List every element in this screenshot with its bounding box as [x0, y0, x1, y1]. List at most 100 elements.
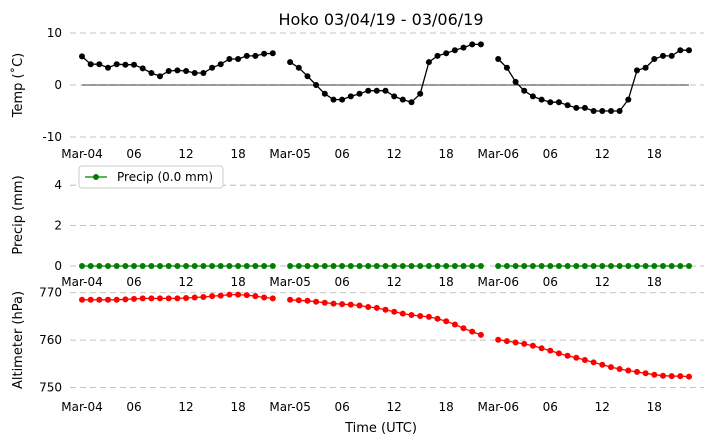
altimeter-data-point — [235, 291, 242, 298]
temp-data-point — [451, 47, 458, 54]
precip-data-point — [469, 263, 476, 269]
temp-data-point — [512, 78, 519, 85]
precip-data-point — [217, 263, 224, 269]
temp-data-point — [122, 61, 129, 68]
precip-data-point — [686, 263, 692, 269]
temp-data-point — [304, 73, 311, 80]
altimeter-x-tick-label: 06 — [543, 400, 558, 414]
altimeter-data-point — [191, 294, 198, 301]
precip-data-point — [529, 263, 536, 269]
precip-data-point — [590, 263, 597, 269]
temp-data-point — [382, 87, 389, 94]
temp-data-point — [243, 52, 250, 59]
precip-data-point — [174, 263, 181, 269]
precip-x-tick-label: Mar-05 — [269, 275, 310, 289]
precip-data-point — [495, 263, 502, 269]
altimeter-data-point — [165, 295, 172, 302]
altimeter-data-point — [339, 301, 346, 308]
temp-x-tick-label: Mar-05 — [269, 147, 310, 161]
temp-data-point — [573, 104, 580, 111]
precip-x-tick-label: 06 — [543, 275, 558, 289]
altimeter-data-point — [217, 292, 224, 299]
altimeter-data-point — [131, 295, 137, 302]
altimeter-panel: 750 760 770 Mar-04 06 12 18 Mar-05 06 12 18 Mar-06 0… — [39, 286, 704, 414]
legend-box — [78, 165, 224, 189]
temp-data-point — [148, 70, 155, 76]
altimeter-data-point — [642, 370, 649, 377]
temp-data-point — [321, 90, 328, 97]
precip-legend: Precip (0.0 mm) — [78, 165, 224, 189]
altimeter-x-tick-label: Mar-06 — [477, 400, 518, 414]
precip-data-point — [183, 263, 190, 269]
altimeter-data-point — [330, 300, 337, 307]
precip-data-point — [408, 263, 415, 269]
legend-marker — [93, 174, 99, 180]
altimeter-data-point — [408, 312, 415, 318]
altimeter-data-point — [547, 347, 554, 354]
precip-data-point — [608, 263, 614, 269]
altimeter-y-tick-label: 760 — [39, 333, 62, 347]
temp-x-tick-label: 12 — [595, 147, 610, 161]
altimeter-data-point — [538, 345, 545, 352]
altimeter-data-point — [105, 296, 111, 303]
temp-data-point — [460, 44, 467, 51]
temp-data-point — [590, 108, 597, 114]
altimeter-data-point — [581, 357, 588, 363]
altimeter-data-point — [183, 295, 190, 301]
temp-data-point — [339, 96, 346, 103]
altimeter-data-point — [495, 336, 502, 343]
precip-data-point — [200, 263, 207, 269]
temp-data-point — [660, 52, 666, 59]
temp-data-point — [313, 82, 320, 88]
altimeter-series-line — [290, 299, 482, 336]
precip-data-point — [425, 263, 432, 269]
precip-data-point — [443, 263, 450, 269]
altimeter-data-point — [113, 296, 120, 303]
altimeter-x-tick-label: Mar-04 — [61, 400, 102, 414]
precip-x-tick-label: 12 — [387, 275, 402, 289]
precip-data-point — [434, 263, 441, 269]
temp-data-point — [608, 108, 614, 114]
altimeter-x-tick-label: 12 — [178, 400, 193, 414]
precip-data-point — [313, 263, 320, 269]
precip-x-tick-label: Mar-06 — [477, 275, 518, 289]
altimeter-data-point — [96, 296, 103, 303]
precip-data-point — [261, 263, 268, 269]
altimeter-x-tick-label: 18 — [230, 400, 245, 414]
altimeter-data-point — [573, 354, 580, 361]
x-axis-label: Time (UTC) — [344, 421, 417, 436]
altimeter-data-point — [391, 308, 398, 315]
temp-x-tick-label: 18 — [647, 147, 662, 161]
altimeter-data-point — [79, 296, 85, 303]
altimeter-x-tick-label: Mar-05 — [269, 400, 310, 414]
altimeter-data-point — [425, 313, 432, 320]
altimeter-data-point — [477, 331, 484, 338]
precip-y-tick-label: 0 — [54, 259, 62, 273]
temp-data-point — [252, 52, 259, 59]
altimeter-data-point — [660, 372, 666, 379]
altimeter-data-point — [252, 293, 259, 300]
precip-data-point — [269, 263, 276, 269]
temp-data-point — [226, 56, 233, 62]
temp-data-point — [373, 87, 380, 94]
precip-data-point — [625, 263, 632, 269]
altimeter-y-axis-label: Altimeter (hPa) — [11, 291, 26, 389]
temp-data-point — [634, 67, 640, 74]
precip-data-point — [564, 263, 571, 269]
altimeter-data-point — [651, 371, 658, 378]
precip-x-tick-label: 18 — [230, 275, 245, 289]
temp-data-point — [183, 68, 190, 74]
temp-x-tick-label: 06 — [126, 147, 141, 161]
precip-data-point — [79, 263, 85, 269]
altimeter-data-point — [209, 293, 216, 300]
precip-data-point — [96, 263, 103, 269]
temp-data-point — [521, 87, 528, 94]
precip-data-point — [382, 263, 389, 269]
temp-data-point — [87, 61, 94, 68]
precip-y-tick-label: 2 — [54, 219, 62, 233]
temp-x-tick-label: 12 — [178, 147, 193, 161]
altimeter-data-point — [434, 315, 441, 322]
temp-data-point — [96, 61, 103, 68]
altimeter-data-point — [304, 297, 311, 304]
altimeter-data-point — [443, 318, 450, 325]
